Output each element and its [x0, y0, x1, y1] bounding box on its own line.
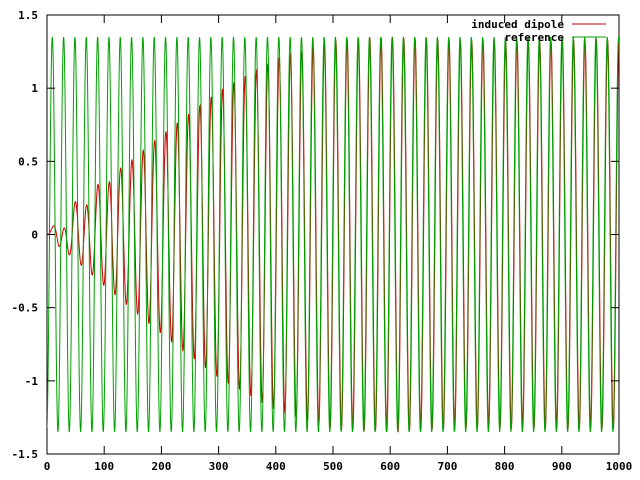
y-tick-label: 0.5: [18, 155, 38, 168]
x-tick-label: 500: [323, 460, 343, 473]
x-tick-label: 900: [552, 460, 572, 473]
x-tick-label: 0: [44, 460, 51, 473]
x-tick-label: 300: [209, 460, 229, 473]
y-tick-label: 1.5: [18, 9, 38, 22]
x-tick-label: 700: [437, 460, 457, 473]
x-tick-label: 400: [266, 460, 286, 473]
y-tick-label: -0.5: [12, 302, 39, 315]
y-tick-label: 1: [31, 82, 38, 95]
legend-label-induced-dipole: induced dipole: [471, 18, 564, 31]
y-tick-label: -1: [25, 375, 39, 388]
x-tick-label: 600: [380, 460, 400, 473]
series-layer: [47, 36, 619, 433]
ticks: 0 100 200 300 400 500 600 700 800 900 1000 1.5 1 0.5 0…: [12, 9, 633, 473]
y-tick-label: 0: [31, 229, 38, 242]
x-tick-label: 200: [151, 460, 171, 473]
legend-label-reference: reference: [504, 31, 564, 44]
x-tick-label: 100: [94, 460, 114, 473]
y-tick-label: -1.5: [12, 448, 39, 461]
legend: induced dipole reference: [471, 18, 606, 44]
x-tick-label: 800: [495, 460, 515, 473]
x-tick-label: 1000: [606, 460, 633, 473]
series-line-reference: [47, 36, 619, 433]
